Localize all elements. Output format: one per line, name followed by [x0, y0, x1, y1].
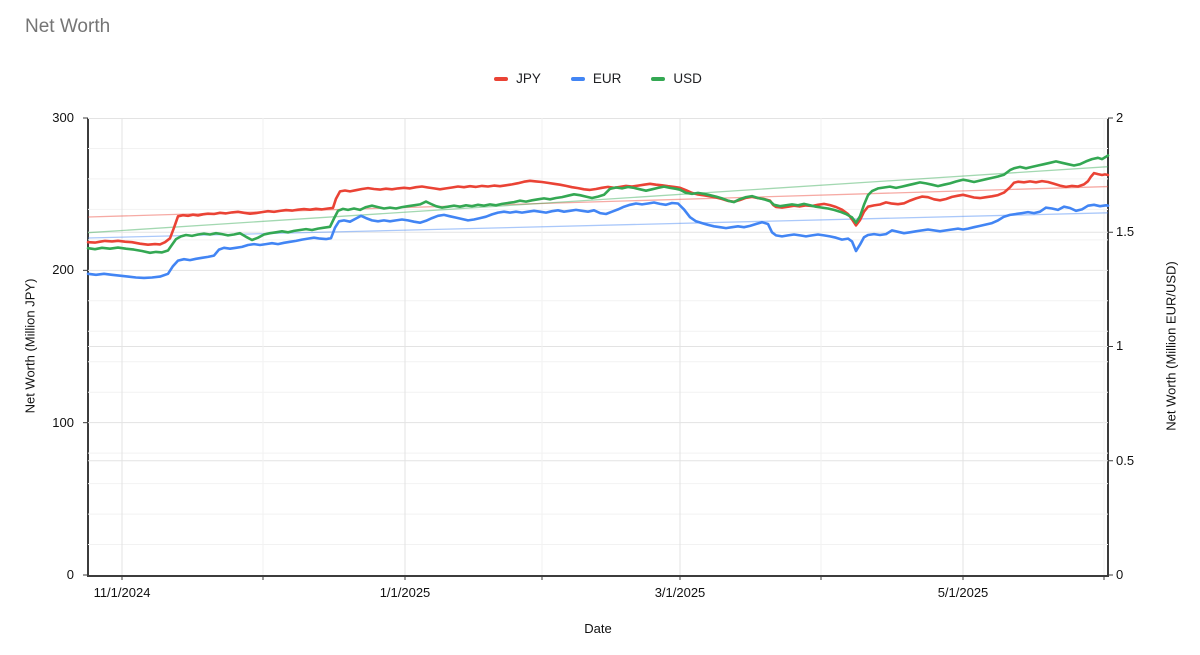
right-axis-tick-1: 1 [1116, 338, 1124, 353]
usd-series-swatch-icon [651, 76, 666, 81]
right-axis-title: Net Worth (Million EUR/USD) [1163, 261, 1179, 431]
left-axis-title: Net Worth (Million JPY) [22, 278, 38, 414]
x-axis-line [87, 575, 1109, 577]
jpy-series-swatch-icon [494, 76, 509, 81]
eur-trendline [87, 212, 1109, 239]
eur-series-swatch-icon [570, 76, 585, 81]
left-axis-tick-300: 300 [52, 110, 74, 125]
legend-item-usd[interactable]: USD [651, 71, 702, 86]
usd-trendline [87, 166, 1109, 234]
x-axis-tick-nov-2024: 11/1/2024 [93, 585, 151, 600]
left-axis-tick-100: 100 [52, 415, 74, 430]
chart-title: Net Worth [25, 16, 111, 37]
usd-series-line[interactable] [86, 154, 1110, 255]
legend-item-jpy[interactable]: JPY [494, 71, 541, 86]
right-axis-tick-0-5: 0.5 [1116, 453, 1135, 468]
right-axis-tick-1-5: 1.5 [1116, 224, 1135, 239]
legend-label-eur: EUR [592, 71, 622, 86]
legend-label-jpy: JPY [516, 71, 541, 86]
right-axis-tick-0: 0 [1116, 567, 1124, 582]
x-axis-tick-may-2025: 5/1/2025 [937, 585, 989, 600]
left-axis-tick-200: 200 [52, 262, 74, 277]
chart-svg [83, 117, 1113, 580]
legend: JPY EUR USD [88, 71, 1108, 86]
legend-item-eur[interactable]: EUR [570, 71, 622, 86]
legend-label-usd: USD [673, 71, 702, 86]
left-axis-tick-0: 0 [66, 567, 74, 582]
plot-area[interactable] [83, 117, 1113, 580]
eur-series-line[interactable] [86, 201, 1110, 280]
right-axis-tick-2: 2 [1116, 110, 1124, 125]
x-axis-tick-mar-2025: 3/1/2025 [654, 585, 706, 600]
x-axis-title: Date [584, 621, 612, 636]
x-axis-tick-jan-2025: 1/1/2025 [379, 585, 431, 600]
